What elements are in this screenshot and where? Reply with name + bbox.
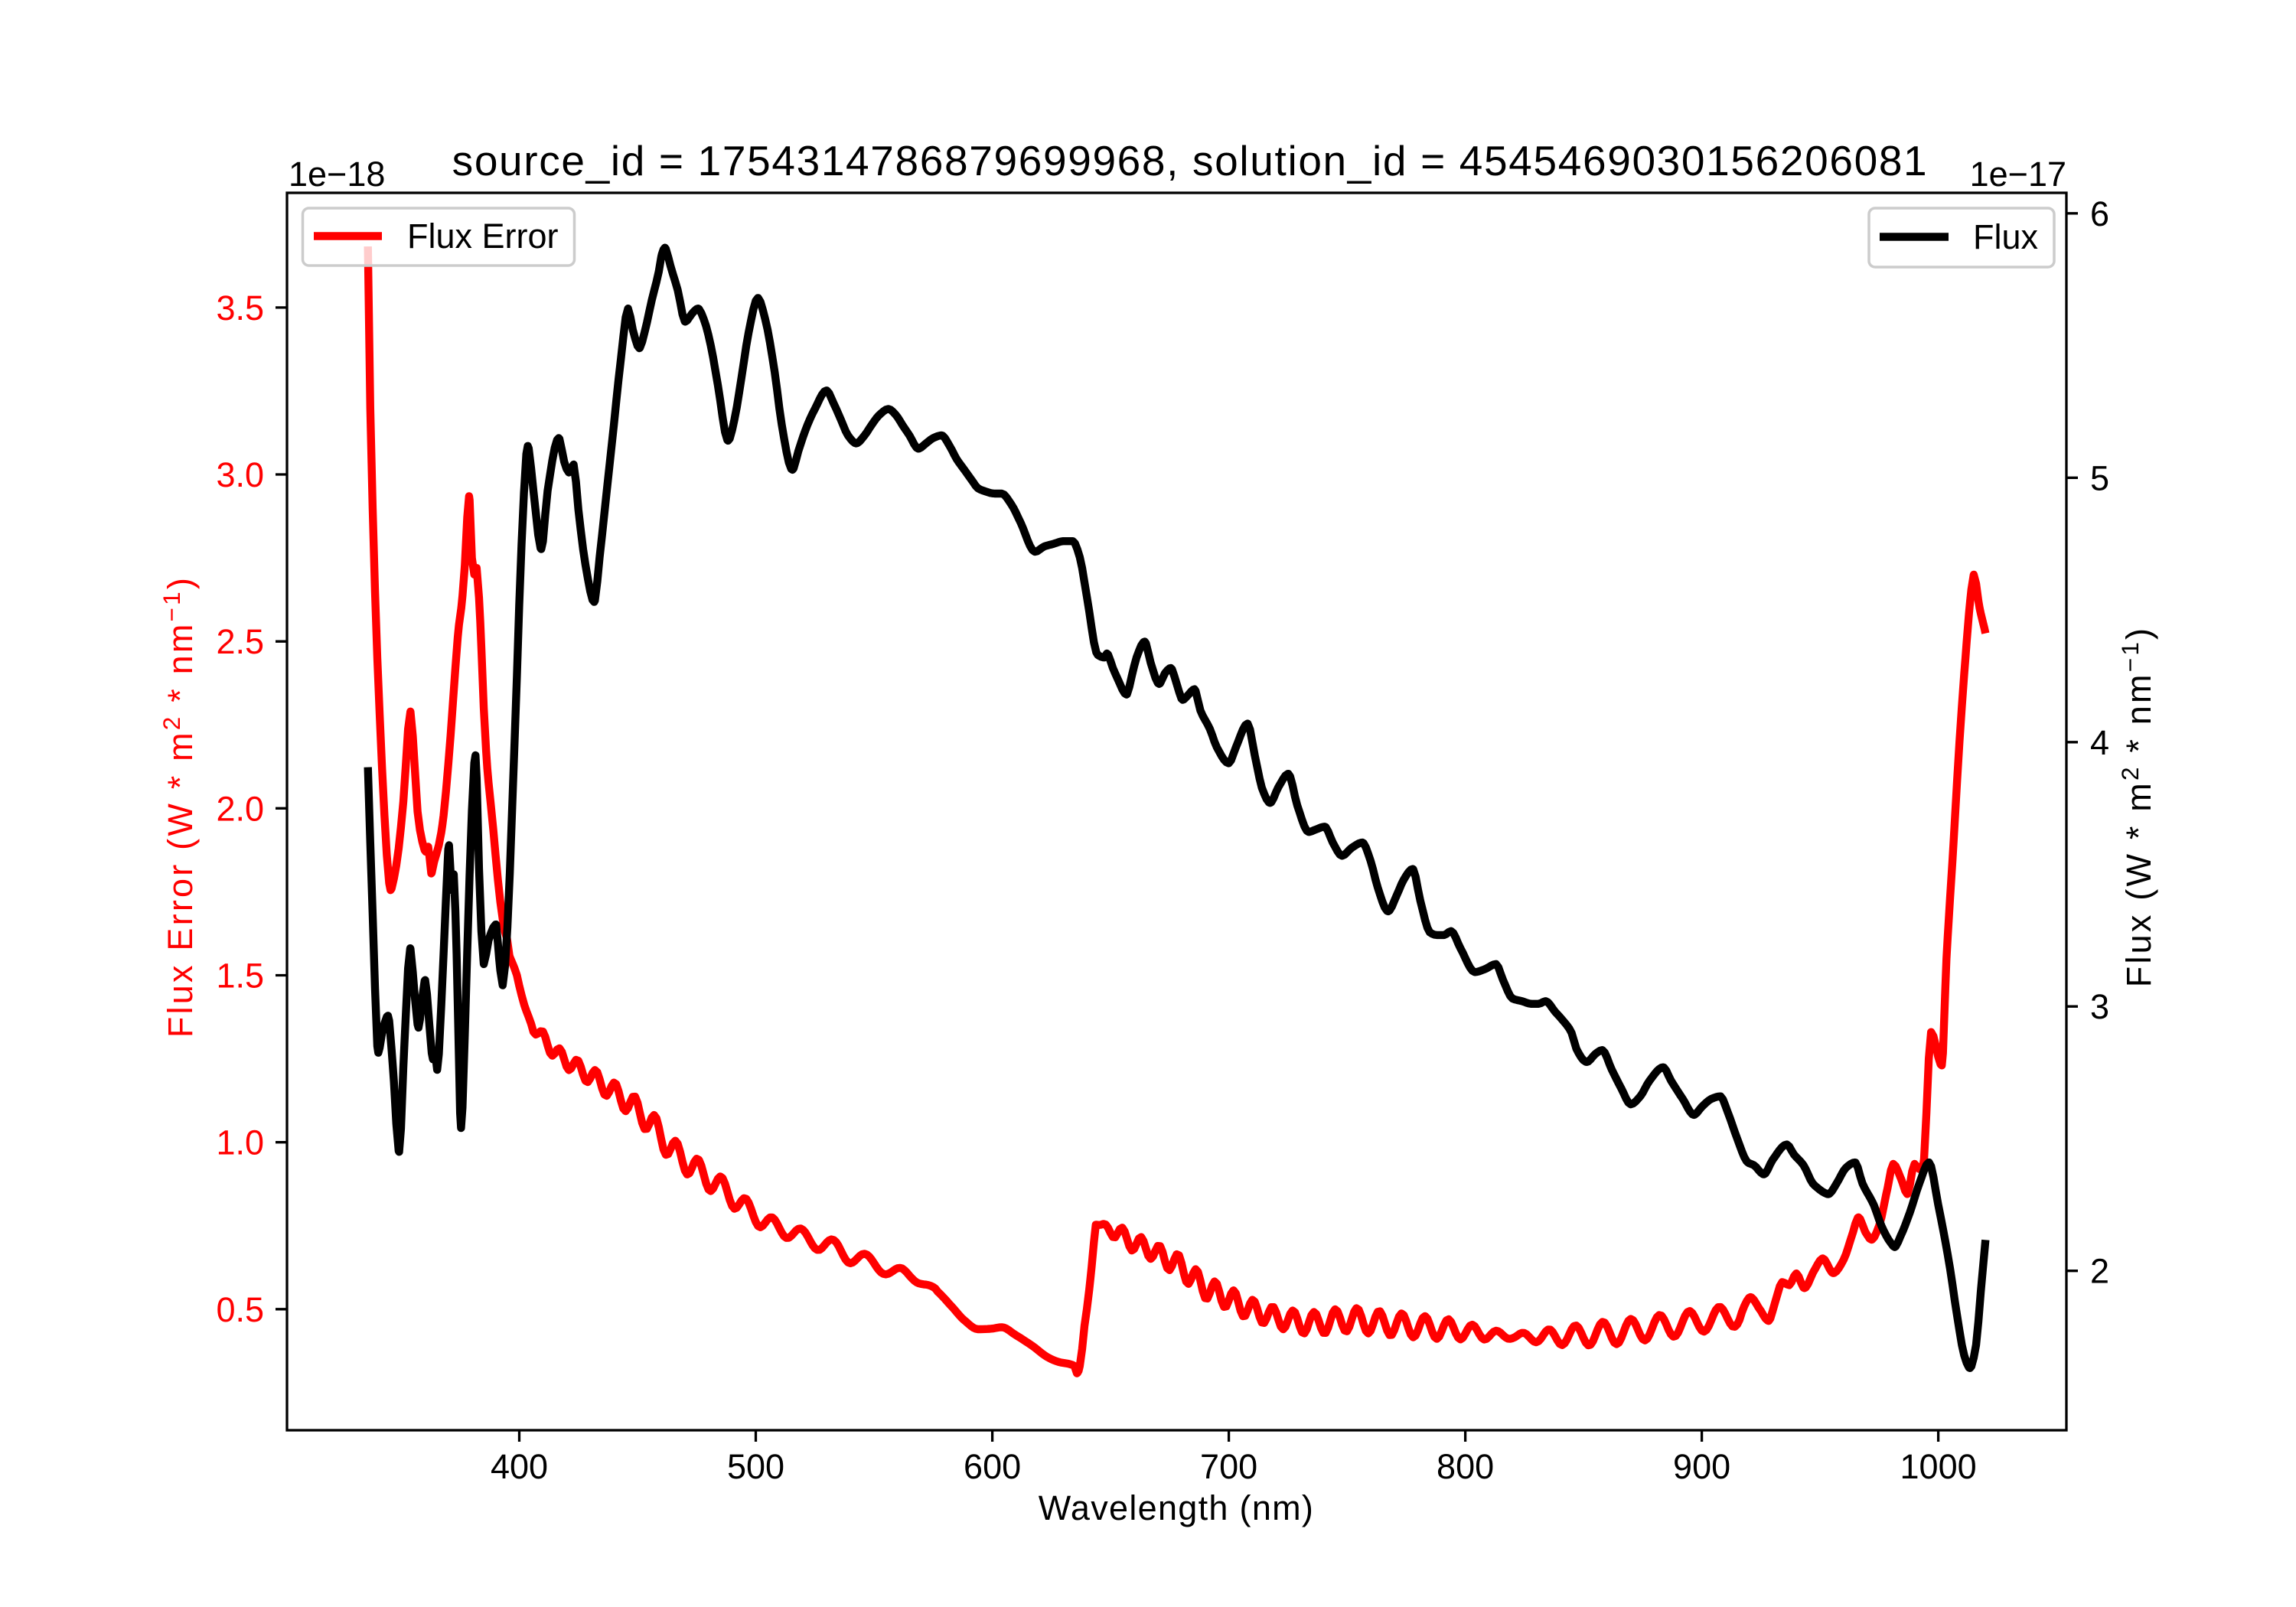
- svg-text:1e−17: 1e−17: [1970, 155, 2066, 194]
- svg-text:1000: 1000: [1900, 1447, 1977, 1486]
- svg-text:800: 800: [1437, 1447, 1494, 1486]
- svg-text:2: 2: [2090, 1252, 2109, 1291]
- svg-text:3: 3: [2090, 987, 2109, 1026]
- svg-text:1e−18: 1e−18: [289, 155, 385, 194]
- svg-text:3.5: 3.5: [216, 288, 264, 328]
- svg-text:2.5: 2.5: [216, 622, 264, 661]
- svg-text:Flux Error (W * m2 * nm−1): Flux Error (W * m2 * nm−1): [158, 575, 200, 1038]
- svg-text:Wavelength (nm): Wavelength (nm): [1039, 1488, 1314, 1527]
- svg-text:1.5: 1.5: [216, 957, 264, 996]
- svg-text:4: 4: [2090, 723, 2109, 762]
- svg-text:400: 400: [491, 1447, 548, 1486]
- svg-text:source_id = 175431478687969996: source_id = 1754314786879699968, solutio…: [452, 137, 1929, 184]
- svg-text:1.0: 1.0: [216, 1123, 264, 1162]
- svg-text:600: 600: [964, 1447, 1021, 1486]
- svg-text:2.0: 2.0: [216, 789, 264, 828]
- svg-text:5: 5: [2090, 458, 2109, 497]
- svg-text:0.5: 0.5: [216, 1290, 264, 1329]
- svg-text:700: 700: [1200, 1447, 1257, 1486]
- svg-text:Flux (W * m2 * nm−1): Flux (W * m2 * nm−1): [2116, 626, 2158, 987]
- svg-text:Flux: Flux: [1973, 217, 2039, 256]
- svg-text:3.0: 3.0: [216, 455, 264, 494]
- svg-text:900: 900: [1673, 1447, 1730, 1486]
- svg-text:6: 6: [2090, 194, 2109, 233]
- svg-text:500: 500: [727, 1447, 784, 1486]
- svg-text:Flux Error: Flux Error: [407, 217, 559, 256]
